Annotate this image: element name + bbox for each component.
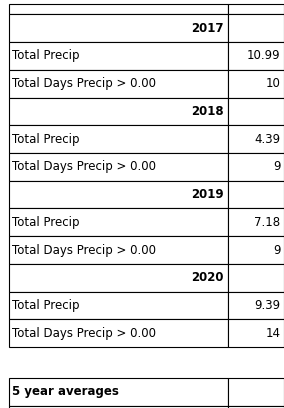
Bar (227, 153, 284, 181)
Bar (9, 125, 227, 153)
Bar (227, 70, 284, 98)
Text: Total Days Precip > 0.00: Total Days Precip > 0.00 (12, 244, 156, 257)
Bar (9, 14, 227, 42)
Bar (9, 181, 227, 208)
Bar (9, 208, 227, 236)
Bar (227, 125, 284, 153)
Text: 9: 9 (273, 160, 281, 173)
Bar (227, 208, 284, 236)
Bar (9, 4, 227, 14)
Text: Total Precip: Total Precip (12, 49, 80, 62)
Text: Total Days Precip > 0.00: Total Days Precip > 0.00 (12, 77, 156, 90)
Text: Total Precip: Total Precip (12, 133, 80, 146)
Text: Total Days Precip > 0.00: Total Days Precip > 0.00 (12, 160, 156, 173)
Bar (9, 236, 227, 264)
Text: Total Precip: Total Precip (12, 216, 80, 229)
Bar (227, 319, 284, 347)
Text: 2018: 2018 (191, 105, 224, 118)
Text: Total Precip: Total Precip (12, 299, 80, 312)
Text: 4.39: 4.39 (254, 133, 281, 146)
Text: 7.18: 7.18 (254, 216, 281, 229)
Bar (227, 264, 284, 292)
Bar (227, 236, 284, 264)
Text: 10.99: 10.99 (247, 49, 281, 62)
Bar (9, 153, 227, 181)
Bar (227, 378, 284, 406)
Text: Total Days Precip > 0.00: Total Days Precip > 0.00 (12, 327, 156, 340)
Text: 9.39: 9.39 (254, 299, 281, 312)
Bar (227, 4, 284, 14)
Bar (227, 42, 284, 70)
Text: 9: 9 (273, 244, 281, 257)
Text: 5 year averages: 5 year averages (12, 385, 119, 398)
Text: 10: 10 (266, 77, 281, 90)
Bar (9, 319, 227, 347)
Bar (9, 70, 227, 98)
Bar (227, 98, 284, 125)
Bar (227, 406, 284, 408)
Bar (227, 181, 284, 208)
Text: 2017: 2017 (192, 22, 224, 35)
Bar (9, 378, 227, 406)
Text: 14: 14 (266, 327, 281, 340)
Bar (9, 292, 227, 319)
Bar (9, 406, 227, 408)
Text: 2020: 2020 (192, 271, 224, 284)
Text: 2019: 2019 (191, 188, 224, 201)
Bar (227, 14, 284, 42)
Bar (9, 98, 227, 125)
Bar (9, 264, 227, 292)
Bar (227, 292, 284, 319)
Bar (9, 42, 227, 70)
